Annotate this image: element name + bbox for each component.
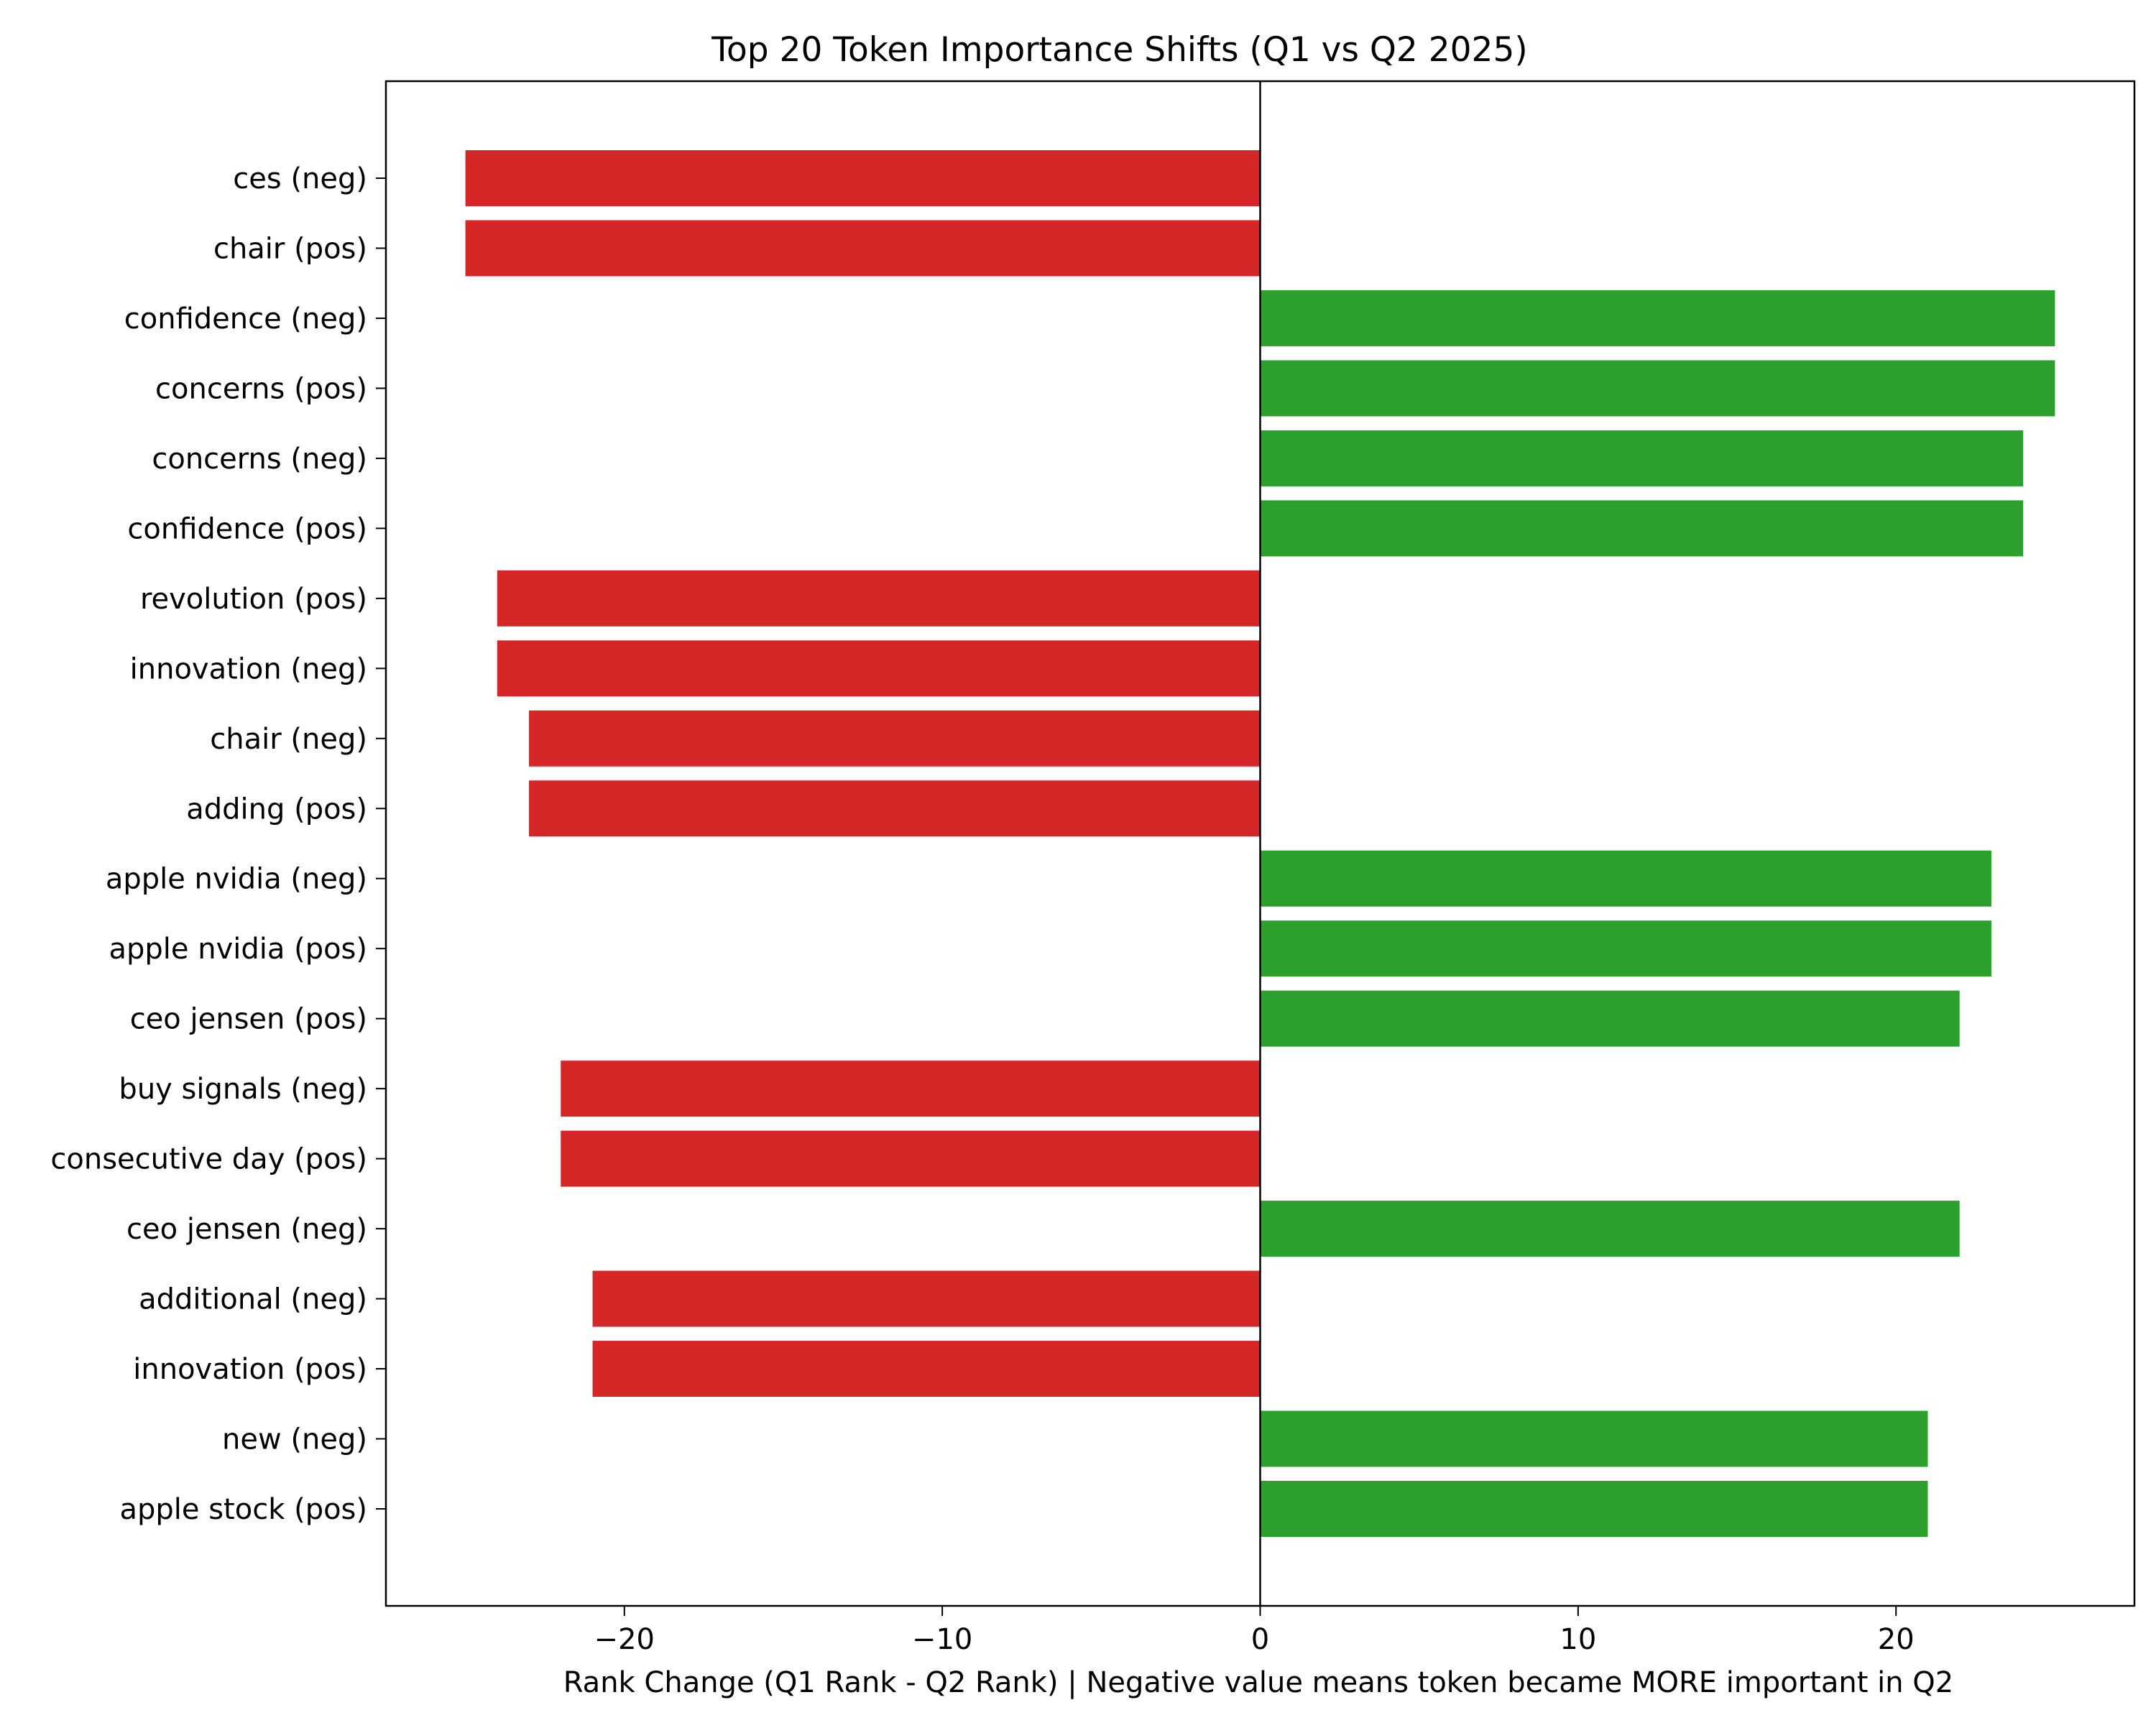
- bar: [1260, 1481, 1928, 1537]
- x-tick-label: 0: [1251, 1623, 1269, 1656]
- bar: [1260, 1410, 1928, 1467]
- bar: [1260, 990, 1960, 1047]
- bar: [465, 150, 1261, 206]
- y-tick-label: adding (pos): [186, 793, 367, 826]
- axis-layer: ces (neg) chair (pos) confidence (neg) conc…: [50, 80, 2136, 1656]
- y-tick-label: apple stock (pos): [119, 1493, 367, 1526]
- bars-layer: [465, 150, 2055, 1537]
- y-tick-label: innovation (pos): [133, 1353, 367, 1386]
- bar: [561, 1130, 1261, 1187]
- y-tick-label: ces (neg): [233, 162, 367, 195]
- bar: [529, 780, 1261, 837]
- bar: [465, 220, 1261, 277]
- bar: [592, 1270, 1261, 1327]
- y-tick-label: confidence (pos): [127, 512, 367, 545]
- bar: [497, 640, 1261, 697]
- y-tick-label: ceo jensen (pos): [130, 1003, 367, 1036]
- bar: [1260, 920, 1991, 977]
- bar: [1260, 360, 2055, 417]
- bar: [592, 1341, 1261, 1397]
- bar: [1260, 850, 1991, 907]
- y-tick-label: apple nvidia (pos): [109, 933, 367, 966]
- x-tick-label: 20: [1878, 1623, 1915, 1656]
- y-tick-label: additional (neg): [139, 1283, 367, 1316]
- y-tick-label: chair (neg): [210, 723, 367, 756]
- chart-title: Top 20 Token Importance Shifts (Q1 vs Q2…: [711, 30, 1527, 70]
- y-tick-label: confidence (neg): [124, 302, 367, 336]
- bar: [1260, 500, 2024, 557]
- x-axis-label: Rank Change (Q1 Rank - Q2 Rank) | Negati…: [563, 1666, 1953, 1699]
- bar: [561, 1061, 1261, 1117]
- bar: [529, 710, 1261, 767]
- y-tick-label: chair (pos): [213, 232, 367, 265]
- y-tick-label: revolution (pos): [140, 583, 367, 616]
- y-tick-label: innovation (neg): [130, 652, 367, 685]
- y-tick-label: concerns (pos): [155, 372, 367, 405]
- y-tick-label: apple nvidia (neg): [106, 863, 367, 896]
- y-tick-label: buy signals (neg): [119, 1073, 367, 1106]
- y-tick-label: concerns (neg): [152, 443, 367, 476]
- y-tick-label: ceo jensen (neg): [126, 1213, 367, 1246]
- x-tick-label: −20: [594, 1623, 655, 1656]
- bar: [497, 570, 1261, 627]
- x-tick-label: 10: [1560, 1623, 1596, 1656]
- x-tick-label: −10: [912, 1623, 972, 1656]
- y-tick-label: consecutive day (pos): [50, 1143, 367, 1176]
- bar: [1260, 290, 2055, 346]
- bar: [1260, 1201, 1960, 1257]
- y-tick-label: new (neg): [222, 1423, 367, 1456]
- bar: [1260, 430, 2024, 486]
